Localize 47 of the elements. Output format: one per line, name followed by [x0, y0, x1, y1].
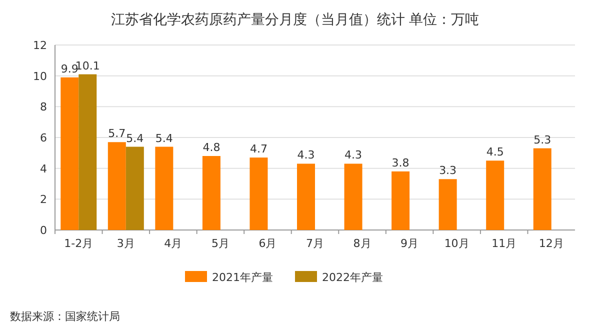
x-tick-label: 4月 [164, 237, 182, 250]
x-tick-label: 7月 [306, 237, 324, 250]
data-label: 5.4 [155, 132, 173, 145]
x-tick-label: 3月 [116, 237, 135, 250]
bar [533, 148, 552, 230]
bar [202, 156, 220, 230]
y-tick-label: 4 [40, 162, 47, 176]
data-label: 9.9 [60, 62, 78, 76]
y-tick-label: 6 [40, 132, 47, 144]
data-label: 5.3 [534, 133, 552, 146]
bar [392, 171, 410, 230]
x-tick-label: 6月 [258, 237, 277, 250]
source-note: 数据来源：国家统计局 [10, 310, 120, 323]
data-label: 5.4 [126, 132, 144, 145]
data-label: 4.3 [344, 148, 362, 162]
data-label: 3.8 [392, 156, 410, 170]
data-label: 4.5 [486, 146, 504, 159]
bar [126, 146, 144, 230]
bar [108, 142, 126, 230]
x-tick-label: 9月 [400, 237, 419, 250]
bar [344, 164, 362, 230]
y-tick-label: 2 [40, 193, 47, 206]
x-tick-label: 11月 [492, 237, 517, 250]
bar [250, 158, 268, 230]
bar [155, 146, 174, 230]
x-tick-label: 1-2月 [64, 237, 94, 250]
bar [438, 179, 457, 230]
bar [486, 160, 504, 230]
data-label: 4.7 [250, 142, 268, 156]
data-label: 4.3 [297, 148, 315, 162]
y-tick-label: 0 [40, 224, 47, 237]
legend-label: 2021年产量 [212, 271, 273, 284]
bar [78, 74, 97, 230]
data-label: 4.8 [202, 141, 220, 154]
data-label: 3.3 [439, 164, 457, 178]
x-tick-label: 10月 [444, 237, 470, 250]
x-tick-label: 12月 [538, 237, 564, 250]
x-tick-label: 8月 [353, 237, 372, 250]
legend-label: 2022年产量 [322, 271, 383, 284]
y-tick-label: 8 [40, 100, 47, 114]
y-tick-label: 12 [33, 39, 47, 52]
data-label: 5.7 [108, 127, 126, 140]
y-tick-label: 10 [33, 70, 47, 83]
chart-title: 江苏省化学农药原药产量分月度（当月值）统计 单位：万吨 [110, 12, 480, 28]
bar [60, 77, 79, 230]
bar [297, 164, 315, 230]
x-tick-label: 5月 [211, 237, 230, 250]
